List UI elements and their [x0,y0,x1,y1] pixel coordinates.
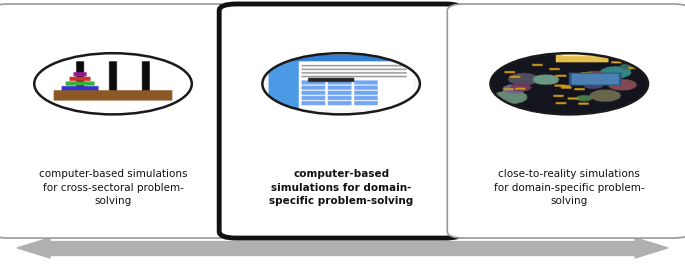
Text: computer-based
simulations for domain-
specific problem-solving: computer-based simulations for domain- s… [269,169,413,206]
FancyBboxPatch shape [0,4,234,238]
Polygon shape [635,238,668,258]
Text: close-to-reality simulations
for domain-specific problem-
solving: close-to-reality simulations for domain-… [494,169,645,206]
Polygon shape [17,238,50,258]
FancyBboxPatch shape [447,4,685,238]
Text: computer-based simulations
for cross-sectoral problem-
solving: computer-based simulations for cross-sec… [39,169,187,206]
FancyBboxPatch shape [219,4,462,238]
